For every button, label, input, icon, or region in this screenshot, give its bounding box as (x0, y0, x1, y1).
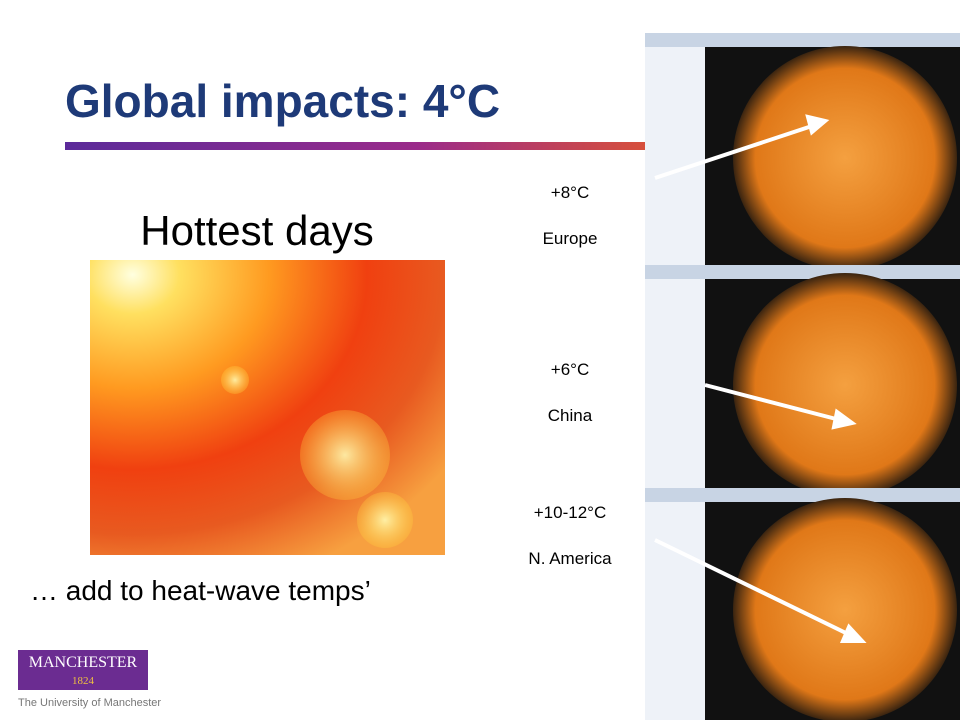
title: Global impacts: 4°C (65, 75, 500, 127)
arrows (654, 114, 867, 643)
logo-year: 1824 (72, 675, 95, 687)
lens-flare (357, 492, 413, 548)
screenshot (645, 265, 960, 497)
region-change: +10-12°C (534, 503, 606, 522)
logo-box (18, 650, 148, 690)
region-name: N. America (528, 549, 612, 568)
region-change: +8°C (551, 183, 589, 202)
lens-flare (300, 410, 390, 500)
screenshot (645, 488, 960, 720)
logo-name: MANCHESTER (29, 654, 138, 671)
caption: … add to heat-wave temps’ (30, 575, 371, 606)
title-rule (65, 142, 650, 150)
region-name: China (548, 406, 593, 425)
subtitle: Hottest days (140, 207, 373, 254)
lens-flare (221, 366, 249, 394)
logo-tagline: The University of Manchester (18, 697, 161, 709)
screenshot (645, 33, 960, 270)
region-change: +6°C (551, 360, 589, 379)
region-name: Europe (543, 229, 598, 248)
